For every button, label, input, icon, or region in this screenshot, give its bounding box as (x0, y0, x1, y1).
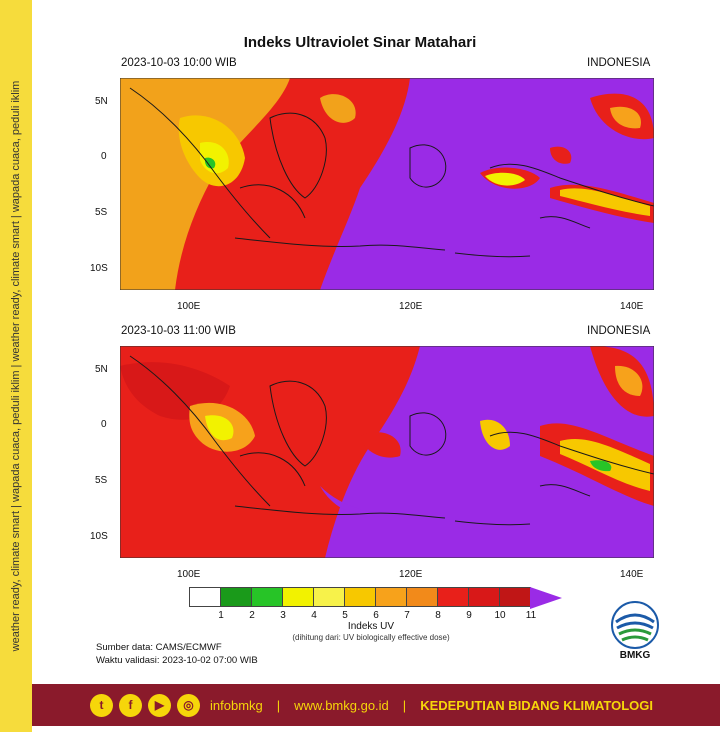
colorbar-arrow (530, 587, 562, 609)
website-link[interactable]: www.bmkg.go.id (294, 697, 389, 713)
colorbar-tick: 3 (280, 610, 286, 621)
panel-2-lat-5n: 5N (95, 364, 108, 375)
footer-bar: t f ▶ ◎ infobmkg | www.bmkg.go.id | KEDE… (32, 684, 720, 726)
colorbar-tick: 11 (525, 610, 537, 621)
colorbar-tick: 1 (218, 610, 224, 621)
colorbar-tick: 6 (373, 610, 379, 621)
panel-2-lat-0: 0 (101, 419, 107, 430)
footer-divider: | (276, 697, 281, 713)
panel-2-datetime: 2023-10-03 11:00 WIB (121, 325, 236, 337)
bmkg-logo-text: BMKG (619, 650, 651, 661)
data-source: Sumber data: CAMS/ECMWF (96, 642, 222, 653)
facebook-icon[interactable]: f (119, 693, 142, 717)
colorbar-tick: 2 (249, 610, 255, 621)
panel-2-region: INDONESIA (587, 325, 651, 337)
colorbar-cell (282, 587, 314, 607)
panel-1-lon-120e: 120E (399, 301, 423, 312)
colorbar-cell (251, 587, 283, 607)
panel-1-lat-5n: 5N (95, 96, 108, 107)
panel-2-lon-100e: 100E (177, 569, 201, 580)
map-title: Indeks Ultraviolet Sinar Matahari (243, 34, 477, 51)
panel-2-lon-120e: 120E (399, 569, 423, 580)
colorbar-cell (189, 587, 221, 607)
colorbar-cell (313, 587, 345, 607)
panel-1-lat-0: 0 (101, 151, 107, 162)
colorbar-tick: 10 (494, 610, 506, 621)
twitter-icon[interactable]: t (90, 693, 113, 717)
validity-time: Waktu validasi: 2023-10-02 07:00 WIB (96, 655, 258, 666)
panel-2-lon-140e: 140E (620, 569, 644, 580)
org-name: KEDEPUTIAN BIDANG KLIMATOLOGI (420, 697, 653, 713)
colorbar-cell (220, 587, 252, 607)
colorbar-cell (375, 587, 407, 607)
panel-1-region: INDONESIA (587, 57, 651, 69)
colorbar-tick: 5 (342, 610, 348, 621)
panel-1-lon-140e: 140E (620, 301, 644, 312)
footer-divider: | (402, 697, 407, 713)
uv-colorbar (189, 587, 562, 609)
colorbar-note: (dihitung dari: UV biologically effectiv… (292, 633, 450, 642)
side-banner: weather ready, climate smart | wapada cu… (0, 0, 32, 732)
colorbar-cell (437, 587, 469, 607)
panel-1-lat-5s: 5S (95, 207, 108, 218)
side-banner-text: weather ready, climate smart | wapada cu… (10, 80, 22, 652)
colorbar-tick: 7 (404, 610, 410, 621)
colorbar-title: Indeks UV (347, 621, 395, 632)
panel-1-lat-10s: 10S (90, 263, 108, 274)
colorbar-tick: 9 (466, 610, 472, 621)
social-handle[interactable]: infobmkg (210, 697, 263, 713)
colorbar-cell (344, 587, 376, 607)
panel-2-lat-10s: 10S (90, 531, 108, 542)
colorbar-cell (406, 587, 438, 607)
uv-map-10wib (120, 78, 654, 290)
youtube-icon[interactable]: ▶ (148, 693, 171, 717)
colorbar-cell (468, 587, 500, 607)
uv-map-11wib (120, 346, 654, 558)
panel-1-lon-100e: 100E (177, 301, 201, 312)
panel-2-lat-5s: 5S (95, 475, 108, 486)
panel-1-datetime: 2023-10-03 10:00 WIB (121, 57, 237, 69)
bmkg-logo (610, 600, 660, 650)
colorbar-tick: 8 (435, 610, 441, 621)
colorbar-cell (499, 587, 531, 607)
colorbar-tick: 4 (311, 610, 317, 621)
instagram-icon[interactable]: ◎ (177, 693, 200, 717)
